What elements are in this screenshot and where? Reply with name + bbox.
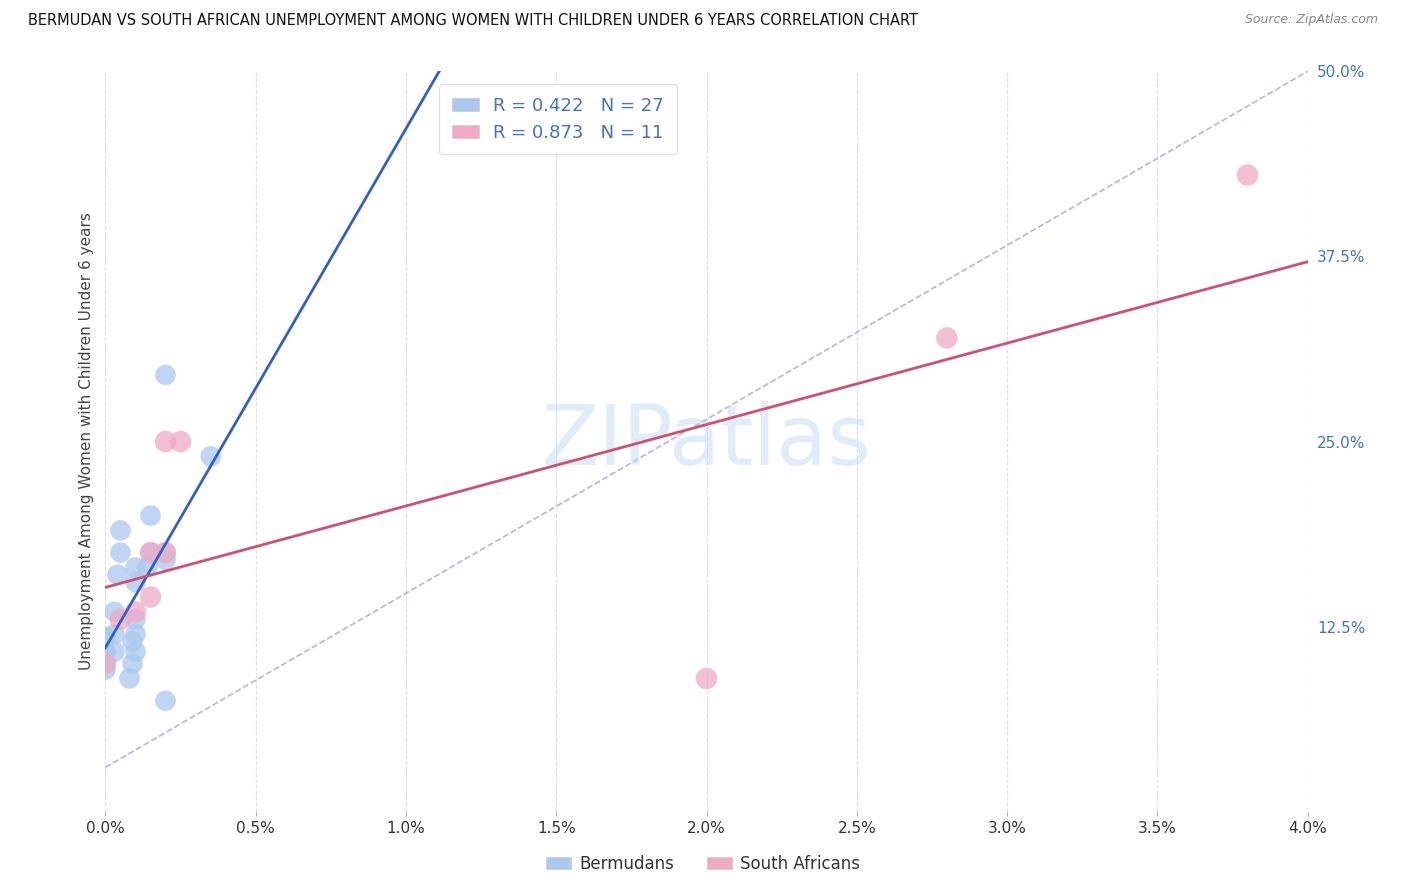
Point [124, 560, 146, 574]
Text: Source: ZipAtlas.com: Source: ZipAtlas.com [1244, 13, 1378, 27]
Point [169, 434, 191, 449]
Point [124, 575, 146, 590]
Point [696, 672, 718, 686]
Point [110, 612, 132, 626]
Y-axis label: Unemployment Among Women with Children Under 6 years: Unemployment Among Women with Children U… [79, 212, 94, 671]
Point [118, 672, 141, 686]
Point [103, 627, 125, 641]
Point [94, 645, 117, 659]
Point [94, 645, 117, 659]
Point [110, 546, 132, 560]
Point [121, 657, 143, 671]
Point [155, 368, 177, 382]
Point [139, 590, 162, 604]
Point [139, 546, 162, 560]
Legend: R = 0.422   N = 27, R = 0.873   N = 11: R = 0.422 N = 27, R = 0.873 N = 11 [439, 84, 676, 154]
Point [121, 634, 143, 648]
Point [103, 605, 125, 619]
Point [1236, 168, 1258, 182]
Point [103, 645, 125, 659]
Legend: Bermudans, South Africans: Bermudans, South Africans [538, 848, 868, 880]
Text: ZIPatlas: ZIPatlas [541, 401, 872, 482]
Point [200, 450, 222, 464]
Point [94, 657, 117, 671]
Point [94, 663, 117, 677]
Point [136, 560, 159, 574]
Point [155, 694, 177, 708]
Point [94, 657, 117, 671]
Point [124, 612, 146, 626]
Point [139, 508, 162, 523]
Text: BERMUDAN VS SOUTH AFRICAN UNEMPLOYMENT AMONG WOMEN WITH CHILDREN UNDER 6 YEARS C: BERMUDAN VS SOUTH AFRICAN UNEMPLOYMENT A… [28, 13, 918, 29]
Point [155, 546, 177, 560]
Point [124, 627, 146, 641]
Point [139, 546, 162, 560]
Point [155, 546, 177, 560]
Point [936, 331, 959, 345]
Point [124, 605, 146, 619]
Point [155, 553, 177, 567]
Point [107, 567, 129, 582]
Point [155, 434, 177, 449]
Point [124, 645, 146, 659]
Point [110, 524, 132, 538]
Point [94, 630, 117, 644]
